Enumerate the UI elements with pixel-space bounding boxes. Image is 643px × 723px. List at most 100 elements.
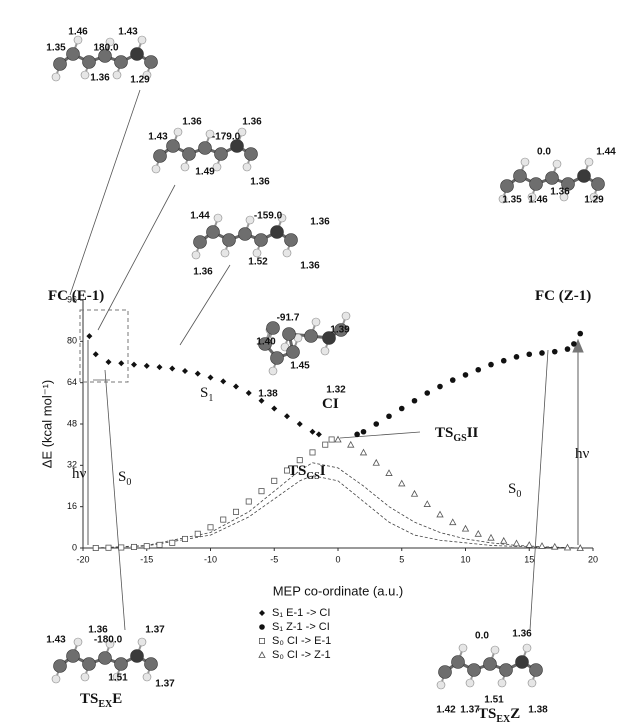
- h-atom: [437, 681, 445, 689]
- h-atom: [521, 158, 529, 166]
- point: [514, 540, 520, 546]
- x-tick-label: -5: [270, 554, 278, 564]
- point: [475, 531, 481, 537]
- annotation: TSGSII: [435, 425, 479, 444]
- atom: [67, 48, 80, 61]
- annotation-text: hν: [575, 446, 590, 462]
- point: [233, 384, 239, 390]
- h-atom: [138, 638, 146, 646]
- atom: [439, 666, 452, 679]
- h-atom: [459, 644, 467, 652]
- point: [259, 489, 264, 494]
- atom: [271, 226, 284, 239]
- atom: [115, 56, 128, 69]
- h-atom: [214, 214, 222, 222]
- h-atom: [269, 367, 277, 375]
- h-atom: [498, 679, 506, 687]
- bond-label: 1.42: [436, 705, 456, 716]
- point: [501, 358, 507, 364]
- point: [399, 480, 405, 486]
- point: [539, 350, 545, 356]
- h-atom: [553, 160, 561, 168]
- y-axis-label: ΔE (kcal mol⁻¹): [39, 380, 54, 469]
- point: [106, 545, 111, 550]
- annotation-after: Z: [510, 706, 520, 722]
- point: [169, 365, 175, 371]
- h-atom: [152, 165, 160, 173]
- h-atom: [81, 71, 89, 79]
- annotation-after: I: [320, 463, 326, 479]
- atom: [54, 660, 67, 673]
- h-atom: [221, 249, 229, 257]
- atom: [283, 328, 296, 341]
- point: [386, 413, 392, 419]
- annotation: TSGSI: [288, 463, 326, 482]
- atom: [99, 652, 112, 665]
- annotation: TSEXZ: [478, 706, 520, 723]
- point: [577, 331, 583, 337]
- bond-label: 1.51: [108, 673, 128, 684]
- point: [297, 421, 303, 427]
- point: [335, 437, 341, 443]
- bond-label: 1.29: [584, 195, 604, 206]
- h-atom: [523, 644, 531, 652]
- point: [450, 377, 456, 383]
- atom: [145, 56, 158, 69]
- annotation-after: II: [467, 425, 479, 441]
- molecule: 1.361.371.43-180.01.511.37: [46, 625, 175, 690]
- annotation-text: S: [508, 481, 516, 497]
- annotation: TSEXE: [80, 691, 122, 710]
- annotation: S0: [508, 481, 521, 500]
- point: [354, 432, 360, 438]
- x-tick-label: 5: [399, 554, 404, 564]
- point: [259, 624, 265, 630]
- h-atom: [528, 679, 536, 687]
- bond-label: 1.46: [528, 195, 548, 206]
- bond-label: 1.49: [195, 167, 215, 178]
- x-tick-label: 0: [335, 554, 340, 564]
- atom: [468, 664, 481, 677]
- point: [450, 519, 456, 525]
- bond-label: 1.46: [68, 27, 88, 38]
- point: [144, 363, 150, 369]
- bond-label: -180.0: [94, 635, 123, 646]
- bond-label: 1.43: [148, 132, 168, 143]
- molecule: 1.361.361.43-179.01.491.36: [148, 117, 270, 188]
- atom: [530, 178, 543, 191]
- atom: [67, 650, 80, 663]
- point: [118, 360, 124, 366]
- point: [539, 543, 545, 549]
- atom: [215, 148, 228, 161]
- point: [501, 538, 507, 544]
- hv-arrows: [88, 340, 583, 545]
- point: [131, 362, 137, 368]
- atom: [530, 664, 543, 677]
- point: [348, 442, 354, 448]
- point: [246, 390, 252, 396]
- legend-label: S₀ CI -> E-1: [272, 635, 331, 647]
- point: [386, 470, 392, 476]
- bond-label: 1.37: [155, 679, 175, 690]
- atom: [501, 180, 514, 193]
- bond-label: 1.36: [550, 187, 570, 198]
- point: [297, 458, 302, 463]
- bond-label: 1.36: [512, 629, 532, 640]
- point: [220, 378, 226, 384]
- annotation-after: E: [112, 691, 122, 707]
- h-atom: [81, 673, 89, 681]
- atom: [199, 142, 212, 155]
- x-tick-label: 15: [524, 554, 534, 564]
- x-tick-label: -10: [204, 554, 217, 564]
- point: [329, 437, 334, 442]
- bond-label: 1.36: [250, 177, 270, 188]
- atom: [194, 236, 207, 249]
- atom: [546, 172, 559, 185]
- annotation-text: TS: [478, 706, 496, 722]
- bond-label: 1.38: [258, 389, 278, 400]
- bond-label: 1.29: [130, 75, 150, 86]
- annotation: FC (E-1): [48, 288, 104, 304]
- point: [208, 375, 214, 381]
- annotation-text: S: [118, 469, 126, 485]
- point: [271, 406, 277, 412]
- bond-label: 1.36: [90, 73, 110, 84]
